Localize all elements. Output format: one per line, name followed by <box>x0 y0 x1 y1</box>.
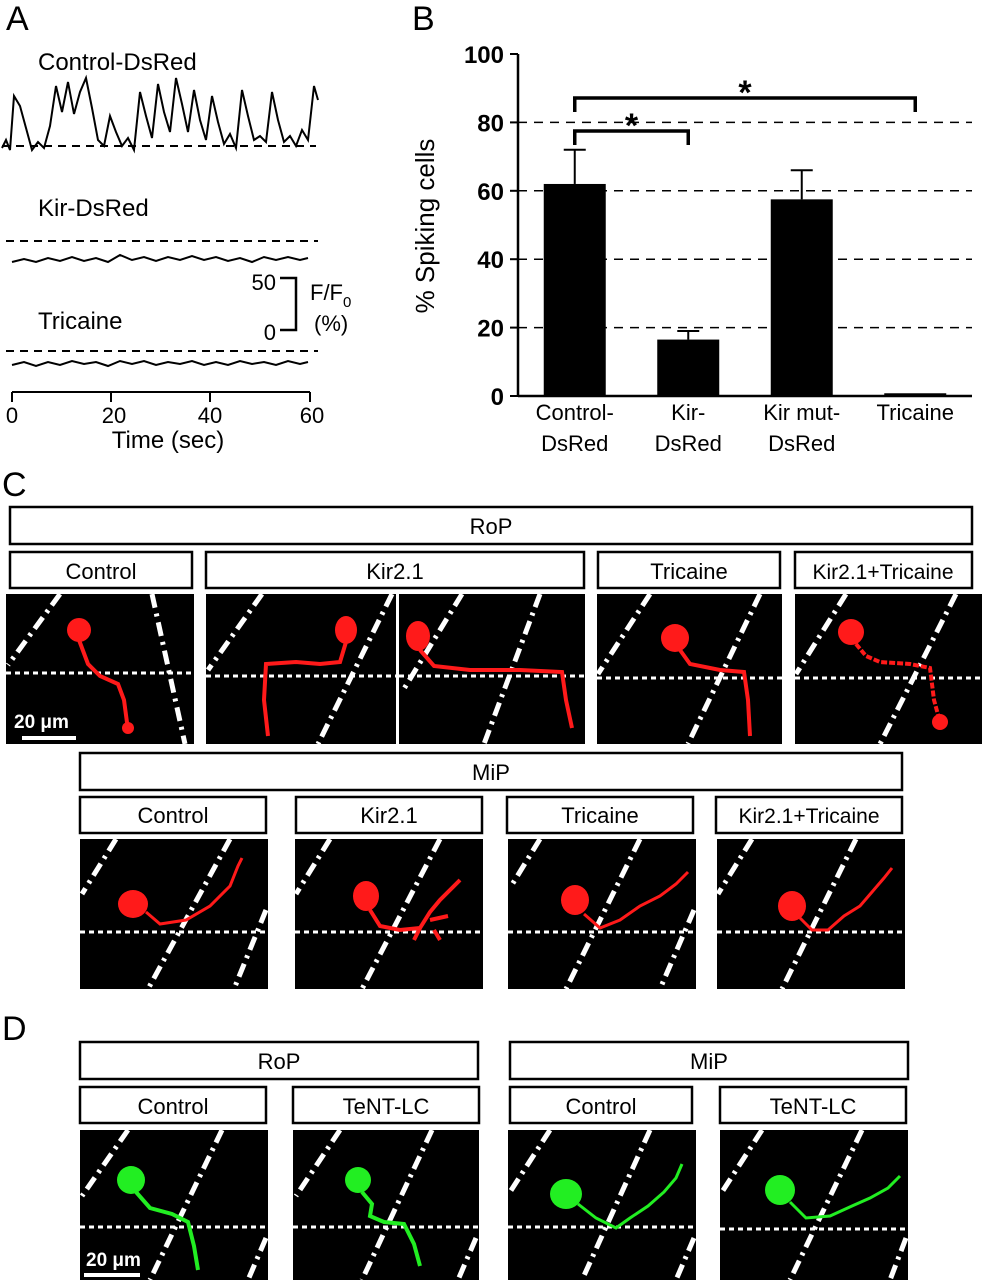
time-tick-40: 40 <box>198 403 222 428</box>
mip-label-kir-tricaine: Kir2.1+Tricaine <box>738 805 879 828</box>
trace-label-kir: Kir-DsRed <box>38 195 149 222</box>
mip-header-box <box>78 751 904 792</box>
trace-control-dsred <box>1 74 319 154</box>
d-mip-image-tent <box>719 1128 909 1280</box>
d-mip-label-control: Control <box>566 1094 637 1119</box>
mip-label-control: Control <box>138 803 209 828</box>
mip-image-control <box>79 837 269 991</box>
x-tick-label-2-0: Kir mut- <box>763 400 840 425</box>
mip-tricaine-box <box>505 795 695 835</box>
panel-a-traces: Control-DsRed Kir-DsRed Tricaine 50 0 F/… <box>1 49 352 454</box>
bar-2 <box>770 199 833 396</box>
mip-image-tricaine <box>507 837 697 991</box>
panel-label-b: B <box>412 0 435 38</box>
rop-label-kir: Kir2.1 <box>366 559 423 584</box>
d-mip-image-control <box>507 1128 697 1280</box>
trace-label-tricaine: Tricaine <box>38 308 122 335</box>
rop-control-box <box>8 550 194 590</box>
significance-bracket-0 <box>573 129 690 145</box>
d-rop-label-tent: TeNT-LC <box>343 1094 430 1119</box>
d-rop-image-tent <box>293 1128 479 1280</box>
x-tick-label-2-1: DsRed <box>768 431 835 456</box>
y-axis-label: % Spiking cells <box>410 139 440 314</box>
panel-c-rop: RoP Control Kir2.1 Tricaine Kir2.1+Trica… <box>5 505 982 746</box>
trace-tricaine <box>11 359 309 368</box>
d-rop-tent-box <box>291 1085 481 1125</box>
d-rop-image-control: 20 μm <box>79 1128 269 1280</box>
trace-kir-dsred <box>11 253 309 264</box>
mip-label-tricaine: Tricaine <box>561 803 638 828</box>
mip-header: MiP <box>472 760 510 785</box>
panel-d-rop: RoP Control TeNT-LC 20 μm <box>78 1040 481 1280</box>
x-tick-label-0-1: DsRed <box>541 431 608 456</box>
d-rop-control-box <box>78 1085 268 1125</box>
rop-header: RoP <box>470 514 513 539</box>
d-scale-label: 20 μm <box>86 1250 141 1271</box>
rop-kir-box <box>204 550 586 590</box>
mip-image-kir <box>293 837 483 991</box>
mip-kir-tricaine-box <box>714 795 904 835</box>
rop-image-kir-1 <box>205 592 396 746</box>
y-tick-label-80: 80 <box>477 110 504 137</box>
rop-image-kir-tricaine <box>793 592 982 746</box>
y-tick-label-100: 100 <box>464 42 504 69</box>
d-mip-label-tent: TeNT-LC <box>770 1094 857 1119</box>
bar-3 <box>884 393 947 397</box>
scale-unit-percent: (%) <box>314 311 348 336</box>
rop-label-tricaine: Tricaine <box>650 559 727 584</box>
bar-0 <box>543 183 606 396</box>
rop-image-control: 20 μm <box>5 592 194 745</box>
rop-tricaine-box <box>596 550 782 590</box>
rop-image-kir-2 <box>399 592 585 745</box>
time-tick-20: 20 <box>102 403 126 428</box>
mip-label-kir: Kir2.1 <box>360 803 417 828</box>
mip-control-box <box>78 795 268 835</box>
scale-unit-label: F/F0 <box>310 280 351 311</box>
significance-bracket-1 <box>573 96 917 112</box>
significance-star-0: * <box>625 107 639 145</box>
d-mip-control-box <box>508 1085 694 1125</box>
x-tick-label-1-0: Kir- <box>671 400 705 425</box>
x-tick-label-3-0: Tricaine <box>877 400 954 425</box>
y-tick-label-40: 40 <box>477 247 504 274</box>
rop-scale-label: 20 μm <box>14 712 69 733</box>
bar-1 <box>657 339 720 396</box>
y-tick-label-20: 20 <box>477 316 504 343</box>
fluorescence-scale-bar: 50 0 F/F0 (%) <box>252 270 352 345</box>
y-tick-label-0: 0 <box>491 384 504 411</box>
rop-kir-tricaine-box <box>793 550 974 590</box>
panel-label-a: A <box>6 0 29 38</box>
d-mip-header-box <box>508 1040 910 1081</box>
d-rop-header: RoP <box>258 1049 301 1074</box>
trace-label-control: Control-DsRed <box>38 49 197 76</box>
x-tick-label-1-1: DsRed <box>655 431 722 456</box>
significance-star-1: * <box>738 74 752 112</box>
time-tick-0: 0 <box>6 403 18 428</box>
scale-top-label: 50 <box>252 270 276 295</box>
time-axis: 0 20 40 60 Time (sec) <box>6 391 324 454</box>
scale-bottom-label: 0 <box>264 320 276 345</box>
mip-kir-box <box>294 795 484 835</box>
rop-label-control: Control <box>66 559 137 584</box>
y-tick-label-60: 60 <box>477 179 504 206</box>
panel-d-mip: MiP Control TeNT-LC <box>507 1040 910 1280</box>
mip-image-kir-tricaine <box>715 837 905 991</box>
time-tick-60: 60 <box>300 403 324 428</box>
bar-chart-b: 0 20 40 60 80 100 Control- DsRed Kir- DsRed Kir m… <box>410 42 972 456</box>
panel-label-d: D <box>2 1010 27 1048</box>
panel-c-mip: MiP Control Kir2.1 Tricaine Kir2.1+Trica… <box>78 751 905 991</box>
rop-image-tricaine <box>595 592 782 746</box>
d-mip-tent-box <box>718 1085 908 1125</box>
d-rop-label-control: Control <box>138 1094 209 1119</box>
panel-label-c: C <box>2 466 27 504</box>
d-rop-header-box <box>78 1040 480 1081</box>
x-tick-label-0-0: Control- <box>536 400 614 425</box>
rop-header-box <box>8 505 974 546</box>
d-mip-header: MiP <box>690 1049 728 1074</box>
rop-label-kir-tricaine: Kir2.1+Tricaine <box>812 561 953 584</box>
time-axis-label: Time (sec) <box>112 427 224 454</box>
